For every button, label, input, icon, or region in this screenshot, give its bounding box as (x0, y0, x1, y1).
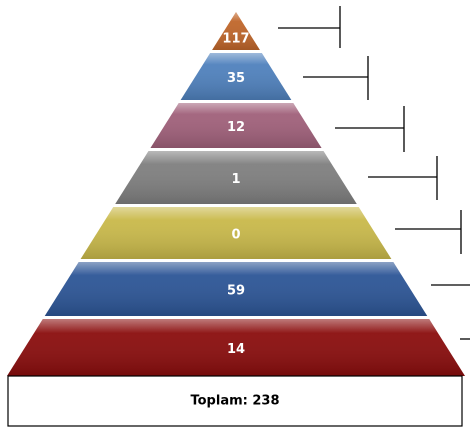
layer-shine (212, 12, 260, 50)
layer-label: 35 (227, 71, 245, 86)
total-label: Toplam: 238 (190, 394, 279, 409)
layer-shine (44, 262, 428, 316)
connector (278, 6, 341, 48)
layer-label: 59 (227, 284, 245, 299)
layer-label: 12 (227, 120, 245, 135)
layer-label: 1 (231, 172, 240, 187)
connector (335, 106, 405, 152)
layers: 117 35 12 1 0 59 14 (7, 12, 465, 376)
layer-shine (115, 151, 357, 204)
layer-shine (7, 319, 465, 376)
layer-shine (150, 103, 322, 148)
layer-label: 0 (231, 228, 240, 243)
connector (368, 156, 438, 200)
layer-shine (80, 207, 392, 259)
layer-label: 117 (222, 32, 249, 47)
layer-shine (180, 53, 292, 100)
layer-label: 14 (227, 342, 245, 357)
total-box (7, 375, 463, 427)
connectors (278, 6, 470, 340)
connector (303, 56, 369, 100)
connector (395, 210, 462, 254)
